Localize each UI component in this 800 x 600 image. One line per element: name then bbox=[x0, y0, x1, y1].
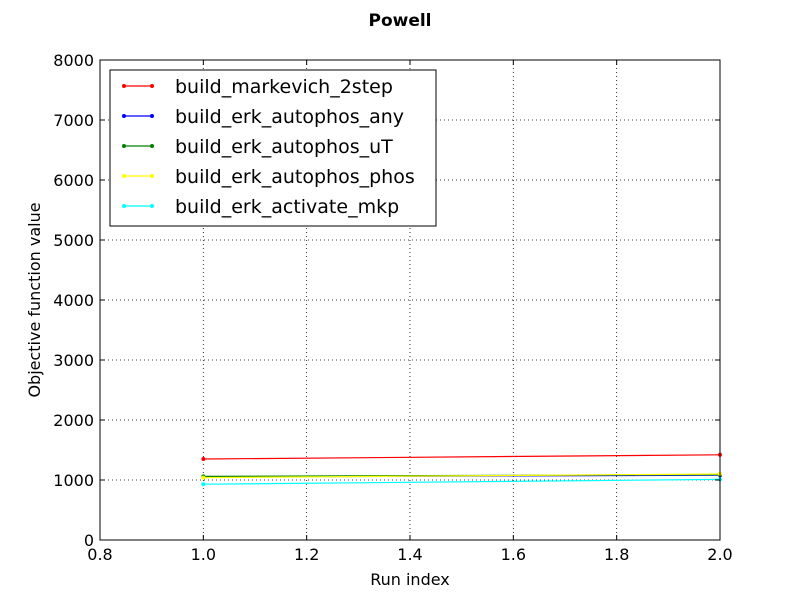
legend-swatch-point bbox=[122, 174, 126, 178]
y-tick-label: 8000 bbox=[53, 51, 94, 70]
series-line-0 bbox=[203, 454, 721, 460]
legend-box bbox=[109, 69, 437, 227]
data-point bbox=[201, 475, 206, 480]
x-tick-label: 1.4 bbox=[397, 545, 422, 564]
legend-swatch-point bbox=[122, 84, 126, 88]
chart-title: Powell bbox=[368, 11, 431, 31]
legend: build_markevich_2step build_erk_autophos_… bbox=[109, 69, 437, 227]
series-line-4 bbox=[203, 478, 721, 485]
data-point bbox=[201, 482, 206, 487]
x-tick-label: 1.6 bbox=[501, 545, 526, 564]
axis-ticks: 0.8 1.0 1.2 1.4 1.6 1.8 2.0 0 1000 2000 3000 4000 50… bbox=[53, 51, 732, 564]
x-tick-label: 1.2 bbox=[294, 545, 319, 564]
data-point bbox=[201, 457, 206, 461]
legend-swatch-point bbox=[150, 144, 154, 148]
legend-swatch-point bbox=[150, 114, 154, 118]
legend-label: build_erk_autophos_any bbox=[175, 106, 404, 128]
y-tick-label: 0 bbox=[84, 531, 94, 550]
legend-label: build_erk_autophos_uT bbox=[175, 136, 393, 158]
legend-swatch-point bbox=[150, 174, 154, 178]
series-layer bbox=[201, 452, 722, 487]
x-axis-label: Run index bbox=[370, 570, 450, 589]
x-tick-label: 1.8 bbox=[604, 545, 629, 564]
y-tick-label: 5000 bbox=[53, 231, 94, 250]
legend-label: build_erk_autophos_phos bbox=[175, 166, 415, 188]
series-line-3 bbox=[203, 473, 721, 479]
legend-swatch-point bbox=[122, 204, 126, 208]
x-tick-label: 2.0 bbox=[707, 545, 732, 564]
legend-swatch-point bbox=[122, 144, 126, 148]
legend-swatch-point bbox=[122, 114, 126, 118]
x-tick-label: 0.8 bbox=[87, 545, 112, 564]
y-tick-label: 2000 bbox=[53, 411, 94, 430]
y-tick-label: 1000 bbox=[53, 471, 94, 490]
y-tick-label: 6000 bbox=[53, 171, 94, 190]
y-tick-label: 7000 bbox=[53, 111, 94, 130]
x-tick-label: 1.0 bbox=[191, 545, 216, 564]
legend-swatch-point bbox=[150, 204, 154, 208]
legend-label: build_erk_activate_mkp bbox=[175, 196, 399, 218]
y-tick-label: 3000 bbox=[53, 351, 94, 370]
y-tick-label: 4000 bbox=[53, 291, 94, 310]
y-axis-label: Objective function value bbox=[25, 202, 44, 397]
legend-swatch-point bbox=[150, 84, 154, 88]
legend-label: build_markevich_2step bbox=[175, 76, 393, 98]
